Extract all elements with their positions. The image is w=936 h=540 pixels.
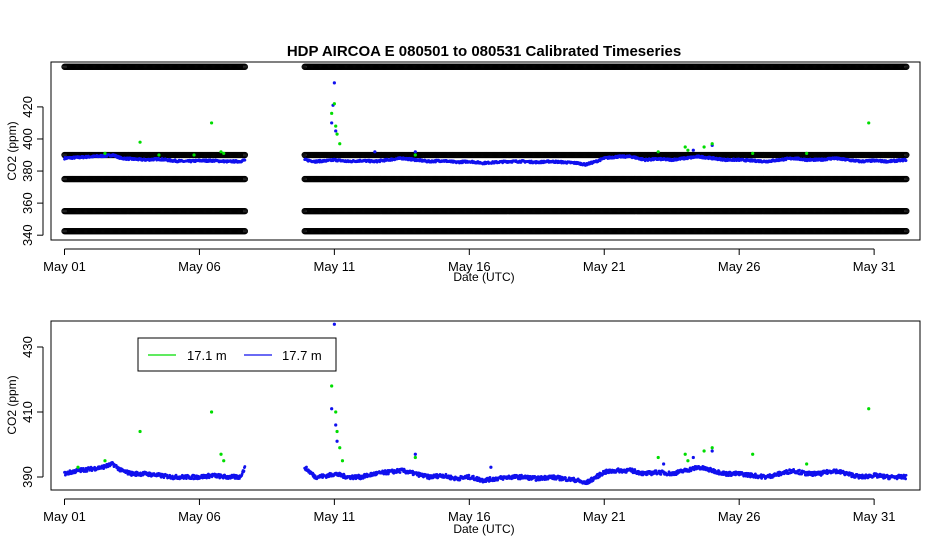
- chart-title: HDP AIRCOA E 080501 to 080531 Calibrated…: [287, 43, 681, 60]
- top-panel-frame: [50, 61, 921, 241]
- calibration-point: [903, 228, 910, 235]
- data-point-17-7m: [243, 158, 247, 162]
- calibration-point: [241, 207, 249, 215]
- top-calibration-points: [61, 63, 910, 235]
- top-panel: May 01 May 06 May 11 May 16 May 21 May 26 May …: [5, 61, 921, 284]
- calibration-point: [241, 228, 249, 235]
